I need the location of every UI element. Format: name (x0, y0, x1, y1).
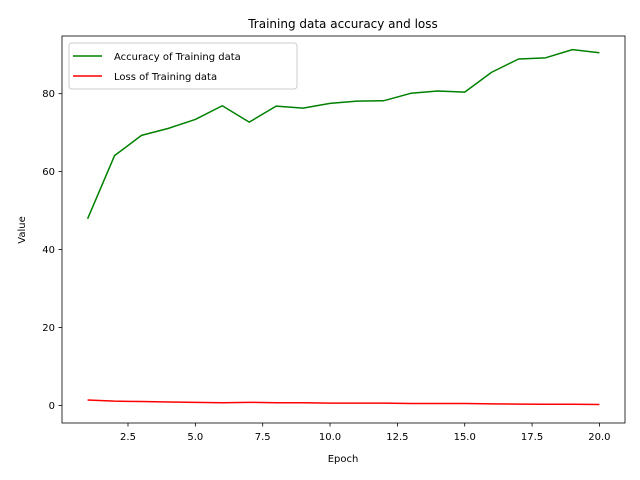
y-tick-label: 80 (42, 89, 55, 100)
legend-label: Accuracy of Training data (114, 52, 241, 63)
series-line-accuracy (86, 48, 600, 220)
x-tick-label: 12.5 (386, 432, 408, 443)
plot-area (86, 48, 600, 406)
x-axis-label: Epoch (328, 454, 359, 465)
x-tick-label: 2.5 (120, 432, 136, 443)
y-tick-label: 40 (42, 245, 55, 256)
y-axis: 0 20 40 60 80 (42, 89, 62, 412)
x-axis: 2.5 5.0 7.5 10.0 12.5 15.0 17.5 20.0 (120, 423, 611, 443)
x-tick-label: 15.0 (454, 432, 476, 443)
y-axis-label: Value (17, 216, 28, 243)
x-tick-label: 10.0 (319, 432, 341, 443)
x-tick-label: 17.5 (521, 432, 543, 443)
series-line-loss (87, 399, 600, 406)
plot-frame (61, 35, 626, 424)
x-tick-label: 20.0 (588, 432, 610, 443)
legend-label: Loss of Training data (114, 72, 217, 83)
chart-title: Training data accuracy and loss (247, 17, 438, 31)
legend-frame (68, 42, 298, 90)
x-tick-label: 7.5 (255, 432, 271, 443)
y-tick-label: 0 (49, 401, 55, 412)
y-tick-label: 20 (42, 323, 55, 334)
y-tick-label: 60 (42, 167, 55, 178)
x-tick-label: 5.0 (187, 432, 203, 443)
legend: Accuracy of Training data Loss of Trainin… (68, 42, 298, 90)
